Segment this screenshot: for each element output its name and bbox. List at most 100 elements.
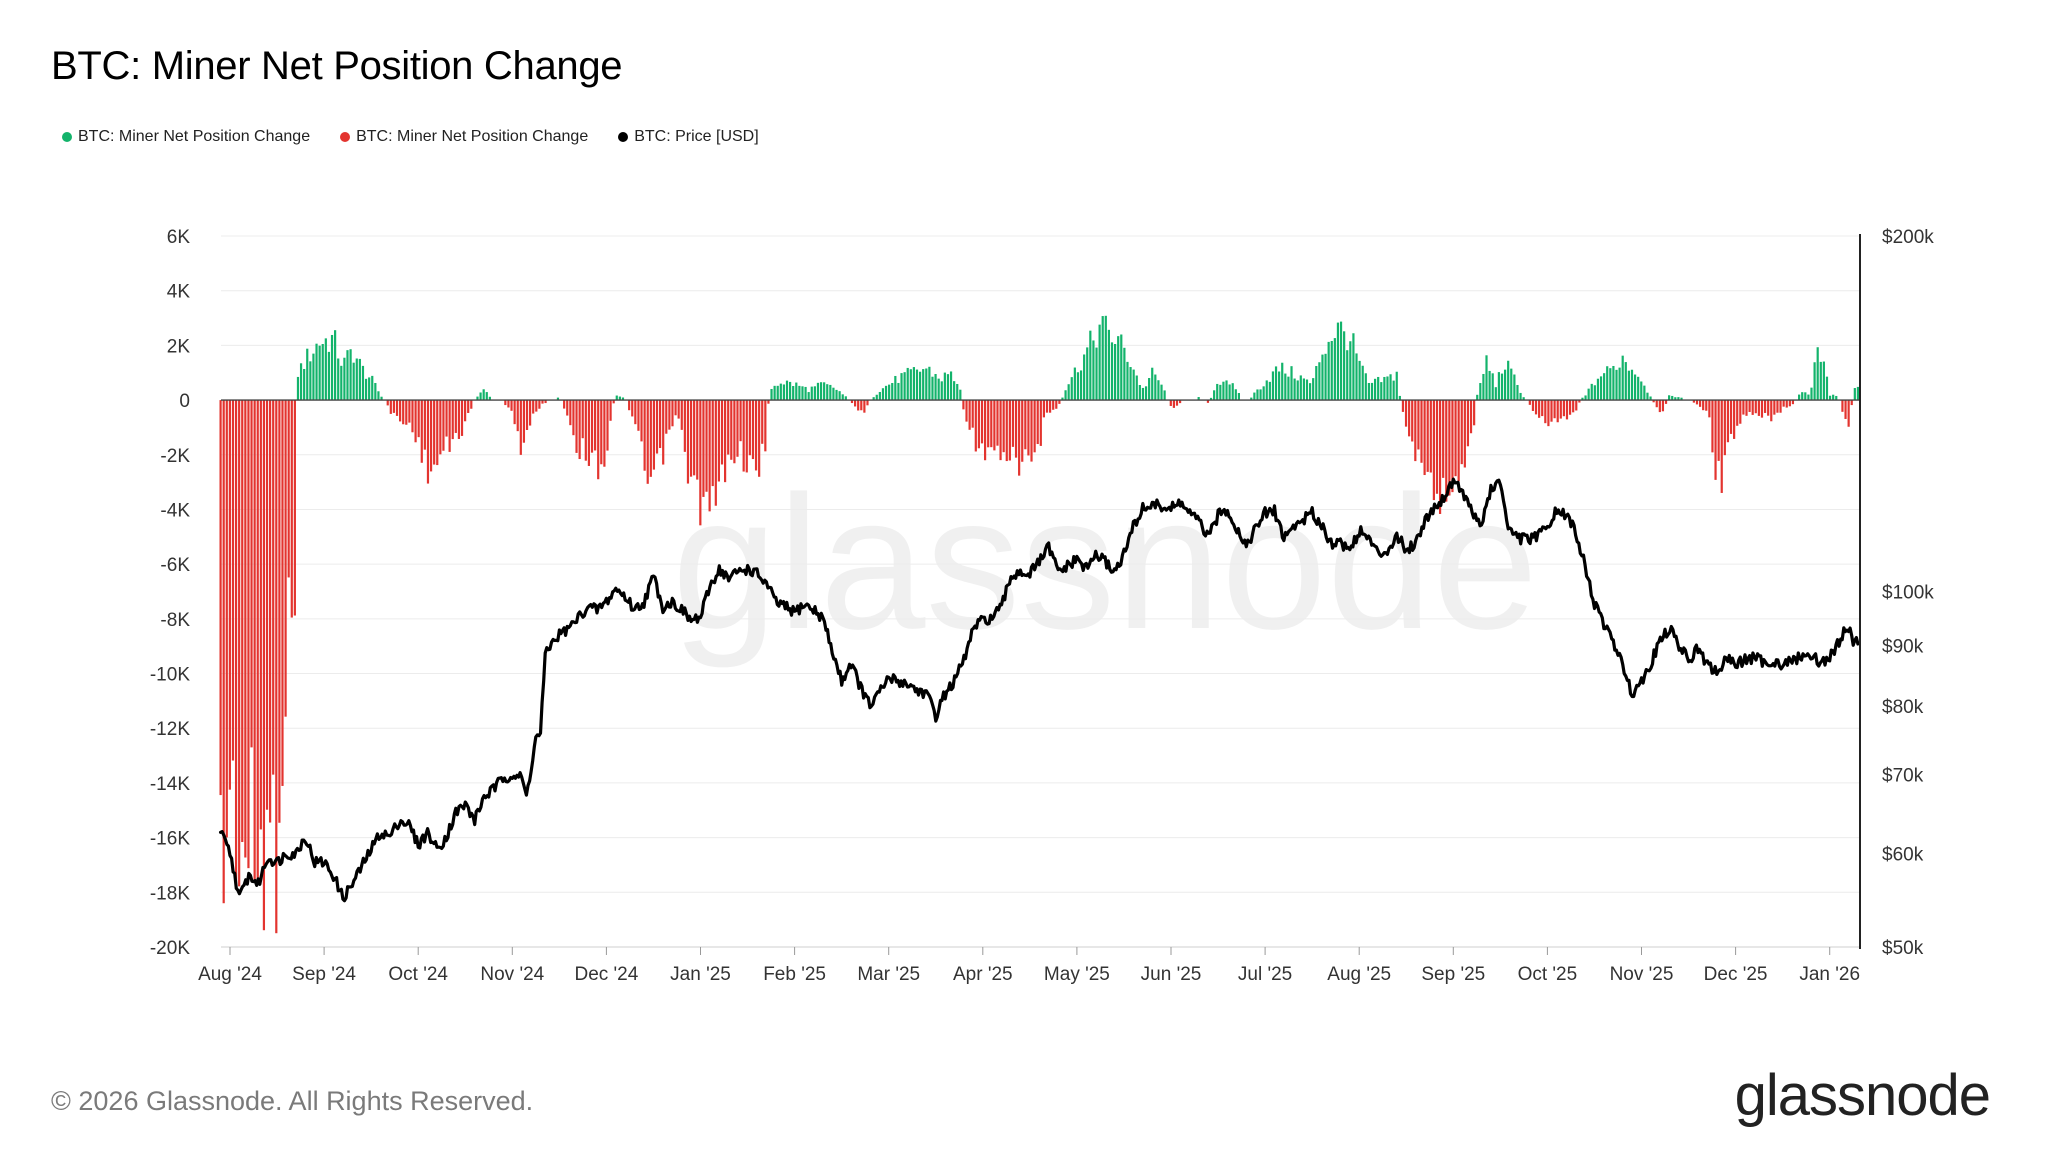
bar-positive [1519, 392, 1522, 401]
bar-positive [1284, 373, 1287, 401]
bar-positive [1222, 381, 1225, 401]
bar-negative [1556, 400, 1559, 423]
bar-negative [1042, 400, 1045, 418]
bar-positive [1067, 384, 1070, 401]
bar-positive [1630, 369, 1634, 401]
x-tick-label: Apr '25 [953, 964, 1013, 985]
bar-positive [773, 385, 776, 401]
bar-positive [891, 383, 894, 401]
bar-negative [634, 400, 637, 425]
bar-positive [1346, 350, 1349, 401]
left-tick-label: 2K [167, 336, 191, 357]
bar-positive [1581, 397, 1584, 401]
bar-positive [1129, 367, 1132, 401]
bar-positive [795, 382, 798, 401]
bar-positive [340, 365, 343, 401]
bar-positive [838, 391, 841, 401]
bar-negative [572, 400, 575, 436]
bar-negative [674, 400, 677, 416]
right-tick-label: $50k [1882, 938, 1924, 959]
bar-negative [1692, 400, 1695, 403]
bar-positive [915, 369, 919, 401]
bar-positive [940, 381, 943, 401]
bar-positive [792, 386, 795, 401]
bar-negative [1841, 400, 1844, 412]
legend-label: BTC: Miner Net Position Change [78, 128, 311, 145]
bar-negative [386, 400, 389, 406]
bar-positive [1380, 382, 1383, 401]
bar-negative [395, 400, 399, 416]
bar-positive [1274, 366, 1278, 401]
legend-item-outflows[interactable]: BTC: Miner Net Position Change [340, 128, 588, 146]
left-tick-label: -6K [160, 555, 190, 576]
x-tick-label: Sep '25 [1421, 964, 1485, 985]
bar-positive [488, 396, 491, 401]
bar-positive [1197, 397, 1200, 401]
x-tick-label: Aug '24 [198, 964, 262, 985]
bar-negative [857, 400, 860, 411]
bar-negative [708, 400, 711, 512]
bar-negative [1745, 400, 1748, 416]
bar-negative [968, 400, 971, 430]
bar-negative [507, 400, 510, 408]
bar-negative [668, 400, 671, 430]
bar-positive [1627, 370, 1630, 401]
bar-negative [758, 400, 761, 477]
bar-positive [1609, 368, 1612, 401]
bar-negative [1847, 400, 1850, 427]
bar-positive [1612, 365, 1615, 401]
bar-positive [1643, 385, 1646, 401]
bar-positive [943, 372, 946, 401]
bar-negative [764, 400, 767, 452]
bar-negative [1008, 400, 1011, 461]
bar-negative [1432, 400, 1435, 501]
bar-negative [525, 400, 529, 430]
bar-positive [946, 374, 950, 401]
bar-negative [1466, 400, 1470, 447]
bar-positive [1079, 370, 1083, 401]
bar-negative [228, 400, 231, 790]
bar-positive [1101, 316, 1104, 401]
bar-positive [1098, 324, 1101, 401]
left-tick-label: -14K [150, 774, 190, 795]
bar-negative [231, 400, 235, 761]
legend-item-price[interactable]: BTC: Price [USD] [618, 128, 759, 146]
bar-negative [1572, 400, 1575, 413]
bar-positive [1801, 392, 1804, 401]
bar-positive [1308, 383, 1312, 401]
bar-positive [1157, 380, 1160, 401]
bar-negative [1011, 400, 1015, 447]
bar-positive [618, 396, 621, 401]
bar-negative [244, 400, 247, 858]
bar-positive [875, 394, 878, 401]
bar-positive [1160, 384, 1163, 401]
legend-item-inflows[interactable]: BTC: Miner Net Position Change [62, 128, 310, 146]
bar-negative [748, 400, 751, 456]
bar-negative [1411, 400, 1414, 442]
bar-positive [485, 392, 488, 401]
bar-positive [482, 389, 485, 401]
bar-positive [1603, 373, 1606, 401]
bar-negative [1414, 400, 1417, 462]
x-tick-label: Jan '26 [1799, 964, 1860, 985]
bar-negative [1850, 400, 1853, 406]
bar-negative [538, 400, 541, 409]
bar-positive [959, 389, 962, 401]
bar-positive [1305, 379, 1309, 401]
left-tick-label: 4K [167, 282, 191, 303]
bar-positive [1234, 389, 1237, 401]
bar-negative [442, 400, 445, 451]
chart-title: BTC: Miner Net Position Change [51, 44, 623, 88]
left-tick-label: 0 [179, 391, 190, 412]
bar-negative [724, 400, 727, 483]
bar-positive [835, 389, 838, 401]
bar-positive [334, 330, 337, 401]
bar-negative [1791, 400, 1795, 405]
bar-positive [1250, 397, 1253, 401]
legend-label: BTC: Price [USD] [634, 128, 759, 145]
left-tick-label: -18K [150, 883, 190, 904]
bar-negative [717, 400, 721, 482]
bar-positive [903, 372, 906, 401]
bar-negative [850, 400, 854, 404]
